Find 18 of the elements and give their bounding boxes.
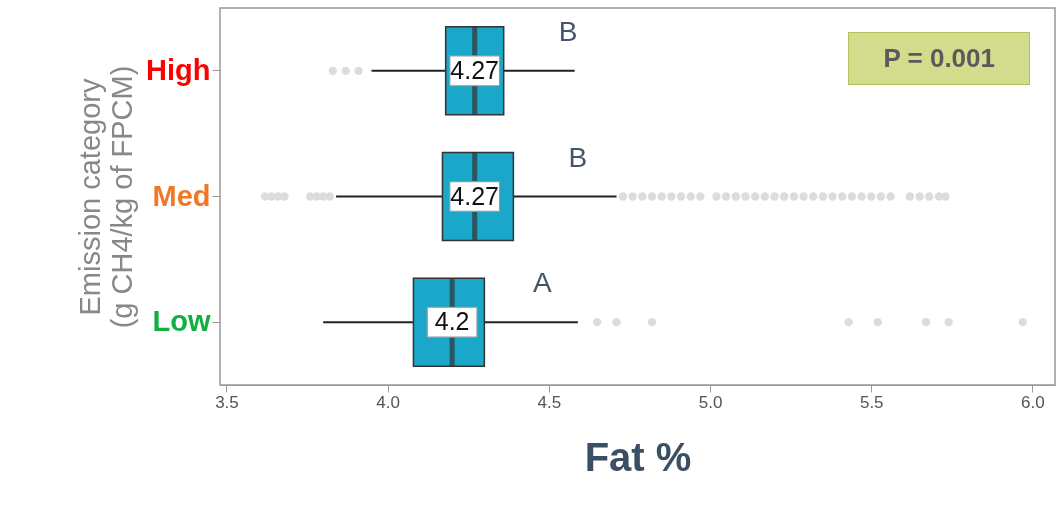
y-tick-label: High bbox=[146, 53, 211, 86]
x-tick-label: 6.0 bbox=[1021, 392, 1045, 412]
x-tick-label: 3.5 bbox=[215, 392, 239, 412]
annotation: A bbox=[533, 267, 553, 299]
y-tick-label: Low bbox=[152, 305, 211, 338]
annotation: B bbox=[568, 141, 588, 173]
text: 4.27 bbox=[450, 181, 500, 210]
annotation: P = 0.001 bbox=[848, 32, 1030, 85]
x-tick-label: 4.0 bbox=[376, 392, 400, 412]
x-axis-title: Fat % bbox=[584, 434, 692, 479]
text: 4.2 bbox=[434, 307, 470, 336]
y-axis-title: Emission category (g CH4/kg of FPCM) bbox=[74, 65, 139, 329]
x-tick-label: 5.5 bbox=[859, 392, 884, 412]
x-tick-label: 5.0 bbox=[698, 392, 723, 412]
text: 4.27 bbox=[450, 55, 500, 84]
annotation: B bbox=[558, 15, 578, 47]
y-tick-label: Med bbox=[152, 179, 211, 212]
x-tick-label: 4.5 bbox=[537, 392, 562, 412]
